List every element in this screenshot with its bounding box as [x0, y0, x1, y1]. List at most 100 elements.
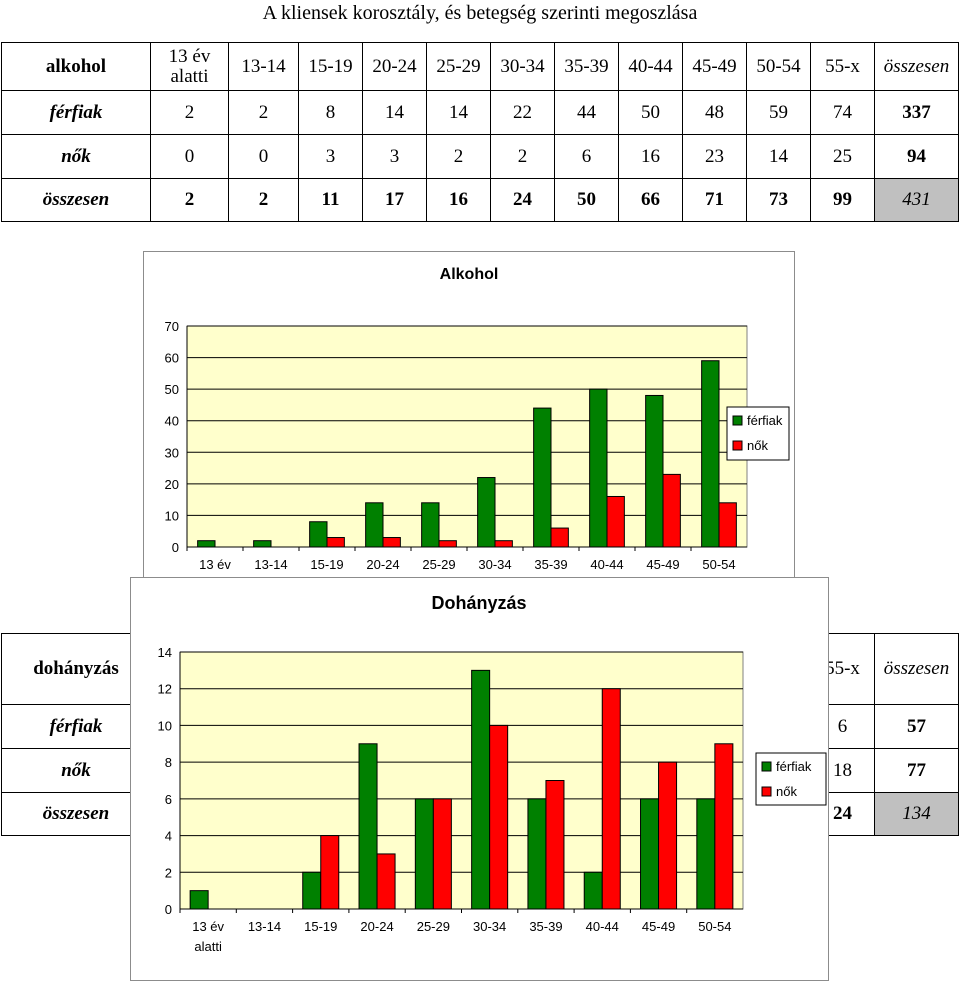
- bar-ferfiak: [527, 798, 547, 910]
- y-tick-label: 0: [165, 902, 172, 917]
- legend-label: férfiak: [747, 413, 783, 428]
- bar-ferfiak: [189, 890, 209, 910]
- column-header-total: összesen: [874, 633, 959, 705]
- row-total: 57: [874, 704, 959, 749]
- table-cell: 48: [682, 90, 747, 135]
- bar-ferfiak: [253, 540, 272, 548]
- row-label: férfiak: [1, 704, 151, 749]
- column-header: 20-24: [362, 42, 427, 91]
- table-cell: 2: [228, 178, 299, 222]
- table-cell: 44: [554, 90, 619, 135]
- table-cell: 2: [150, 90, 229, 135]
- table-cell: 16: [426, 178, 491, 222]
- table-cell: 2: [490, 134, 555, 179]
- row-label: nők: [1, 748, 151, 793]
- table-cell: 50: [618, 90, 683, 135]
- x-tick-label: 35-39: [529, 919, 562, 934]
- x-tick-label: 45-49: [646, 557, 679, 572]
- table-cell: 2: [426, 134, 491, 179]
- legend-label: férfiak: [776, 759, 812, 774]
- bar-nok: [606, 495, 625, 548]
- page-title: A kliensek korosztály, és betegség szeri…: [262, 2, 698, 24]
- legend-label: nők: [747, 438, 768, 453]
- table-cell: 0: [150, 134, 229, 179]
- y-tick-label: 12: [158, 682, 172, 697]
- x-tick-label: 40-44: [586, 919, 619, 934]
- column-header: 15-19: [298, 42, 363, 91]
- table-cell: 74: [810, 90, 875, 135]
- table-cell: 8: [298, 90, 363, 135]
- x-tick-label: 50-54: [698, 919, 731, 934]
- y-tick-label: 50: [165, 382, 179, 397]
- x-tick-label: 15-19: [310, 557, 343, 572]
- bar-ferfiak: [471, 669, 491, 910]
- bar-nok: [320, 835, 340, 910]
- table-cell: 22: [490, 90, 555, 135]
- y-tick-label: 30: [165, 445, 179, 460]
- x-tick-label: 20-24: [366, 557, 399, 572]
- bar-ferfiak: [302, 871, 322, 910]
- legend-swatch-ferfiak: [761, 761, 772, 772]
- column-header: 50-54: [746, 42, 811, 91]
- x-tick-label: 13-14: [248, 919, 281, 934]
- x-tick-label: 45-49: [642, 919, 675, 934]
- legend-label: nők: [776, 784, 797, 799]
- table-corner-label: alkohol: [1, 42, 151, 91]
- alkohol-chart: Alkohol 0 10 20 30 40 50 60 70 13 év 13-14 15-19 20-…: [143, 251, 795, 587]
- x-tick-label: 20-24: [360, 919, 393, 934]
- y-tick-label: 0: [172, 540, 179, 555]
- dohanyzas-chart: Dohányzás 0 2 4 6 8 10 12 14 13 év alatti 13-14 15-1…: [130, 577, 829, 981]
- table-cell: 11: [298, 178, 363, 222]
- y-tick-label: 70: [165, 319, 179, 334]
- table-cell: 3: [298, 134, 363, 179]
- table-cell: 50: [554, 178, 619, 222]
- row-total: 77: [874, 748, 959, 793]
- column-header: 55-x: [810, 42, 875, 91]
- table-corner-label: dohányzás: [1, 633, 151, 705]
- bar-ferfiak: [696, 798, 716, 910]
- bar-ferfiak: [358, 743, 378, 910]
- bar-nok: [550, 527, 569, 548]
- column-header: 13 év alatti: [150, 42, 229, 91]
- x-tick-label: 30-34: [473, 919, 506, 934]
- bar-nok: [662, 473, 681, 548]
- alkohol-chart-svg: Alkohol 0 10 20 30 40 50 60 70 13 év 13-14 15-19 20-…: [165, 266, 790, 572]
- table-cell: 66: [618, 178, 683, 222]
- bar-nok: [658, 761, 678, 910]
- x-tick-label: 40-44: [590, 557, 623, 572]
- table-cell: 73: [746, 178, 811, 222]
- bar-ferfiak: [309, 521, 328, 548]
- y-tick-label: 8: [165, 755, 172, 770]
- table-row: nők 0 0 3 3 2 2 6 16 23 14 25 94: [1, 134, 959, 179]
- table-cell: 14: [362, 90, 427, 135]
- chart-title: Alkohol: [440, 266, 499, 283]
- table-cell: 71: [682, 178, 747, 222]
- bar-ferfiak: [533, 407, 552, 548]
- row-total: 94: [874, 134, 959, 179]
- x-tick-label: 15-19: [304, 919, 337, 934]
- legend-swatch-nok: [732, 440, 743, 451]
- bar-nok: [494, 540, 513, 548]
- chart-title: Dohányzás: [431, 593, 526, 613]
- table-header-row: alkohol 13 év alatti 13-14 15-19 20-24 2…: [1, 42, 959, 91]
- table-cell: 17: [362, 178, 427, 222]
- bar-nok: [432, 798, 452, 910]
- bar-ferfiak: [640, 798, 660, 910]
- x-tick-label: 13 év alatti: [192, 919, 224, 954]
- table-cell: 3: [362, 134, 427, 179]
- grand-total: 431: [874, 178, 959, 222]
- table-cell: 59: [746, 90, 811, 135]
- x-tick-label: 25-29: [417, 919, 450, 934]
- table-cell: 14: [426, 90, 491, 135]
- bar-nok: [382, 537, 401, 548]
- table-cell: 25: [810, 134, 875, 179]
- bar-nok: [718, 502, 737, 548]
- x-tick-label: 25-29: [422, 557, 455, 572]
- x-tick-label: 13 év: [199, 557, 231, 572]
- column-header: 35-39: [554, 42, 619, 91]
- table-row: férfiak 2 2 8 14 14 22 44 50 48 59 74 33…: [1, 90, 959, 135]
- bar-ferfiak: [365, 502, 384, 548]
- column-header: 45-49: [682, 42, 747, 91]
- bar-ferfiak: [477, 477, 496, 548]
- dohanyzas-chart-svg: Dohányzás 0 2 4 6 8 10 12 14 13 év alatti 13-14 15-1…: [158, 593, 827, 954]
